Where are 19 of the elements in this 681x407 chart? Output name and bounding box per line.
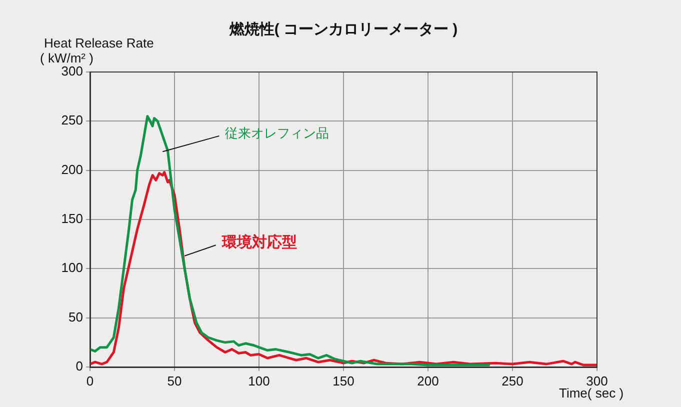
text: 従来オレフィン品 — [225, 126, 330, 141]
y-tick-label: 0 — [76, 358, 83, 374]
y-axis-title: Heat Release Rate ( kW/m² ) — [40, 36, 154, 66]
text: 環境対応型 — [220, 233, 297, 252]
x-tick-label: 300 — [586, 373, 608, 388]
x-tick-label: 0 — [86, 373, 94, 388]
x-axis-title: Time( sec ) — [559, 386, 624, 401]
y-tick-label: 50 — [68, 309, 83, 324]
x-tick-label: 250 — [502, 373, 524, 388]
x-tick-label: 150 — [332, 373, 354, 388]
x-tick-label: 50 — [167, 373, 182, 388]
chart-title: 燃焼性( コーンカロリーメーター ) — [228, 21, 458, 38]
y-tick-label: 100 — [61, 260, 83, 276]
y-tick-label: 150 — [61, 211, 83, 226]
y-tick-label: 250 — [61, 112, 83, 128]
x-tick-label: 100 — [248, 373, 270, 388]
x-tick-label: 200 — [417, 373, 439, 388]
y-tick-label: 300 — [61, 64, 83, 79]
y-tick-label: 200 — [61, 162, 83, 177]
